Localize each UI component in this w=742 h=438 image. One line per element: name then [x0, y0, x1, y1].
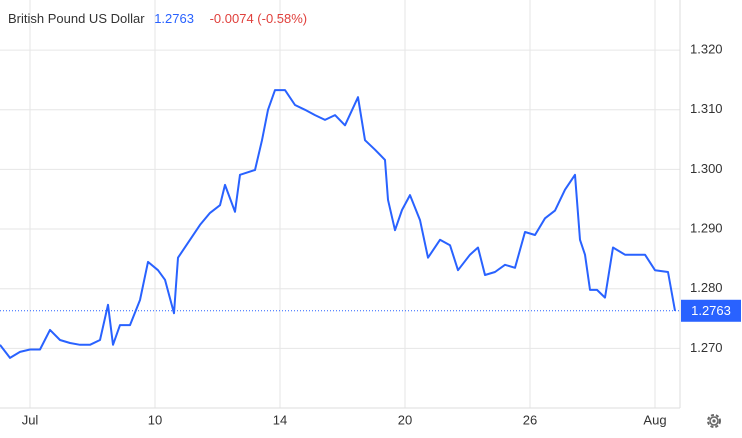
x-tick-label: 14 — [273, 412, 287, 427]
y-tick-label: 1.320 — [690, 42, 723, 57]
price-line — [0, 89, 676, 359]
x-tick-label: Jul — [22, 412, 39, 427]
header: British Pound US Dollar 1.2763 -0.0074 (… — [8, 11, 307, 26]
last-price: 1.2763 — [154, 11, 194, 26]
instrument-name: British Pound US Dollar — [8, 11, 145, 26]
last-price-tag — [681, 299, 741, 322]
settings-icon[interactable] — [707, 414, 721, 428]
y-tick-label: 1.280 — [690, 280, 723, 295]
x-tick-label: 26 — [523, 412, 537, 427]
x-tick-label: 20 — [398, 412, 412, 427]
gear-center — [712, 419, 716, 423]
gear-ring — [709, 416, 719, 426]
y-tick-label: 1.270 — [690, 340, 723, 355]
price-change: -0.0074 (-0.58%) — [210, 11, 308, 26]
last-price-tag-label: 1.2763 — [691, 303, 731, 318]
x-tick-label: 10 — [148, 412, 162, 427]
gear-teeth — [707, 414, 721, 428]
y-tick-label: 1.290 — [690, 220, 723, 235]
x-tick-label: Aug — [643, 412, 666, 427]
y-tick-label: 1.310 — [690, 101, 723, 116]
y-tick-label: 1.300 — [690, 161, 723, 176]
